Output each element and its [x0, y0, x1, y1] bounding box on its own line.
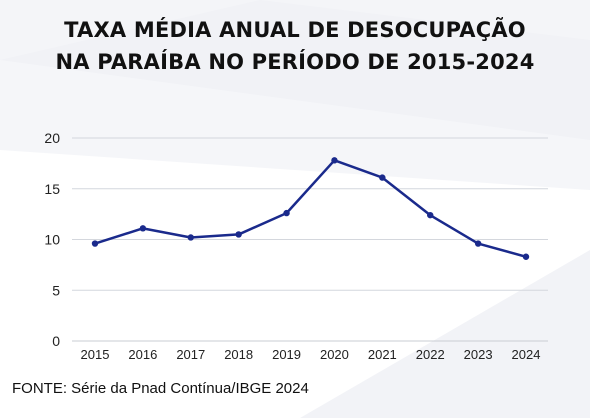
data-point: [379, 174, 386, 181]
x-tick-label: 2020: [320, 347, 349, 362]
data-point: [283, 209, 290, 217]
x-axis-ticks: 2015 2016 2017 2018 2019 2020 2021 2022 2023 2024: [81, 347, 541, 362]
y-tick-label: 0: [52, 333, 60, 349]
series-points: [91, 157, 530, 260]
x-tick-label: 2016: [128, 347, 157, 362]
x-tick-label: 2019: [272, 347, 301, 362]
x-tick-label: 2021: [368, 347, 397, 362]
x-tick-label: 2023: [464, 347, 493, 362]
chart-title: TAXA MÉDIA ANUAL DE DESOCUPAÇÃO NA PARAÍ…: [0, 14, 590, 78]
x-tick-label: 2022: [416, 347, 445, 362]
data-point: [139, 225, 147, 232]
data-point: [427, 211, 434, 219]
x-tick-label: 2018: [224, 347, 253, 362]
data-point: [331, 157, 338, 164]
y-tick-label: 15: [44, 181, 60, 197]
x-tick-label: 2024: [512, 347, 541, 362]
y-tick-label: 5: [52, 282, 60, 298]
data-point: [474, 240, 482, 247]
y-tick-label: 20: [44, 130, 60, 146]
y-tick-label: 10: [44, 232, 60, 248]
title-line-1: TAXA MÉDIA ANUAL DE DESOCUPAÇÃO: [64, 18, 526, 42]
x-tick-label: 2015: [81, 347, 110, 362]
data-point: [522, 253, 530, 260]
series-line: [94, 159, 527, 258]
x-tick-label: 2017: [176, 347, 205, 362]
data-point: [187, 234, 194, 241]
data-point: [235, 231, 242, 238]
title-line-2: NA PARAÍBA NO PERÍODO DE 2015-2024: [55, 50, 535, 74]
y-axis-ticks: 0 5 10 15 20: [44, 130, 60, 349]
data-point: [91, 240, 99, 247]
grid-lines: [72, 137, 548, 342]
source-note: FONTE: Série da Pnad Contínua/IBGE 2024: [12, 380, 309, 397]
